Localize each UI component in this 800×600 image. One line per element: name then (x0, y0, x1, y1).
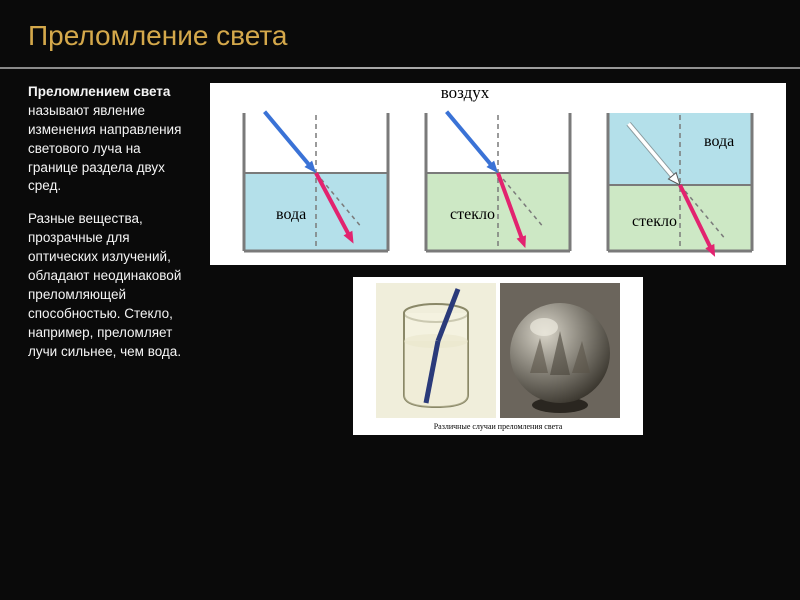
refraction-diagram: стекло (418, 91, 578, 259)
photo-beaker (376, 283, 496, 418)
photo-sphere (500, 283, 620, 418)
p1-rest: называют явление изменения направления с… (28, 103, 181, 194)
figures: вода стекло (210, 83, 786, 435)
diagrams-row: вода стекло (210, 83, 786, 265)
upper-medium-label: вода (704, 133, 734, 151)
refraction-diagram: вода (236, 91, 396, 259)
air-label: воздух (441, 83, 489, 103)
refraction-diagram: вода стекло (600, 91, 760, 259)
lower-medium-label: стекло (632, 213, 677, 231)
photos (376, 283, 620, 418)
title-area: Преломление света (0, 0, 800, 61)
lower-medium-label: стекло (450, 206, 495, 224)
photos-caption: Различные случаи преломления света (434, 422, 563, 431)
paragraph-2: Разные вещества, прозрачные для оптическ… (28, 210, 192, 361)
content-area: Преломлением света называют явление изме… (0, 69, 800, 449)
slide-title: Преломление света (28, 18, 772, 53)
p1-bold: Преломлением света (28, 84, 170, 99)
lower-medium-label: вода (276, 206, 306, 224)
paragraph-1: Преломлением света называют явление изме… (28, 83, 192, 196)
bottom-panel: Различные случаи преломления света (353, 277, 643, 435)
body-text: Преломлением света называют явление изме… (14, 83, 192, 435)
